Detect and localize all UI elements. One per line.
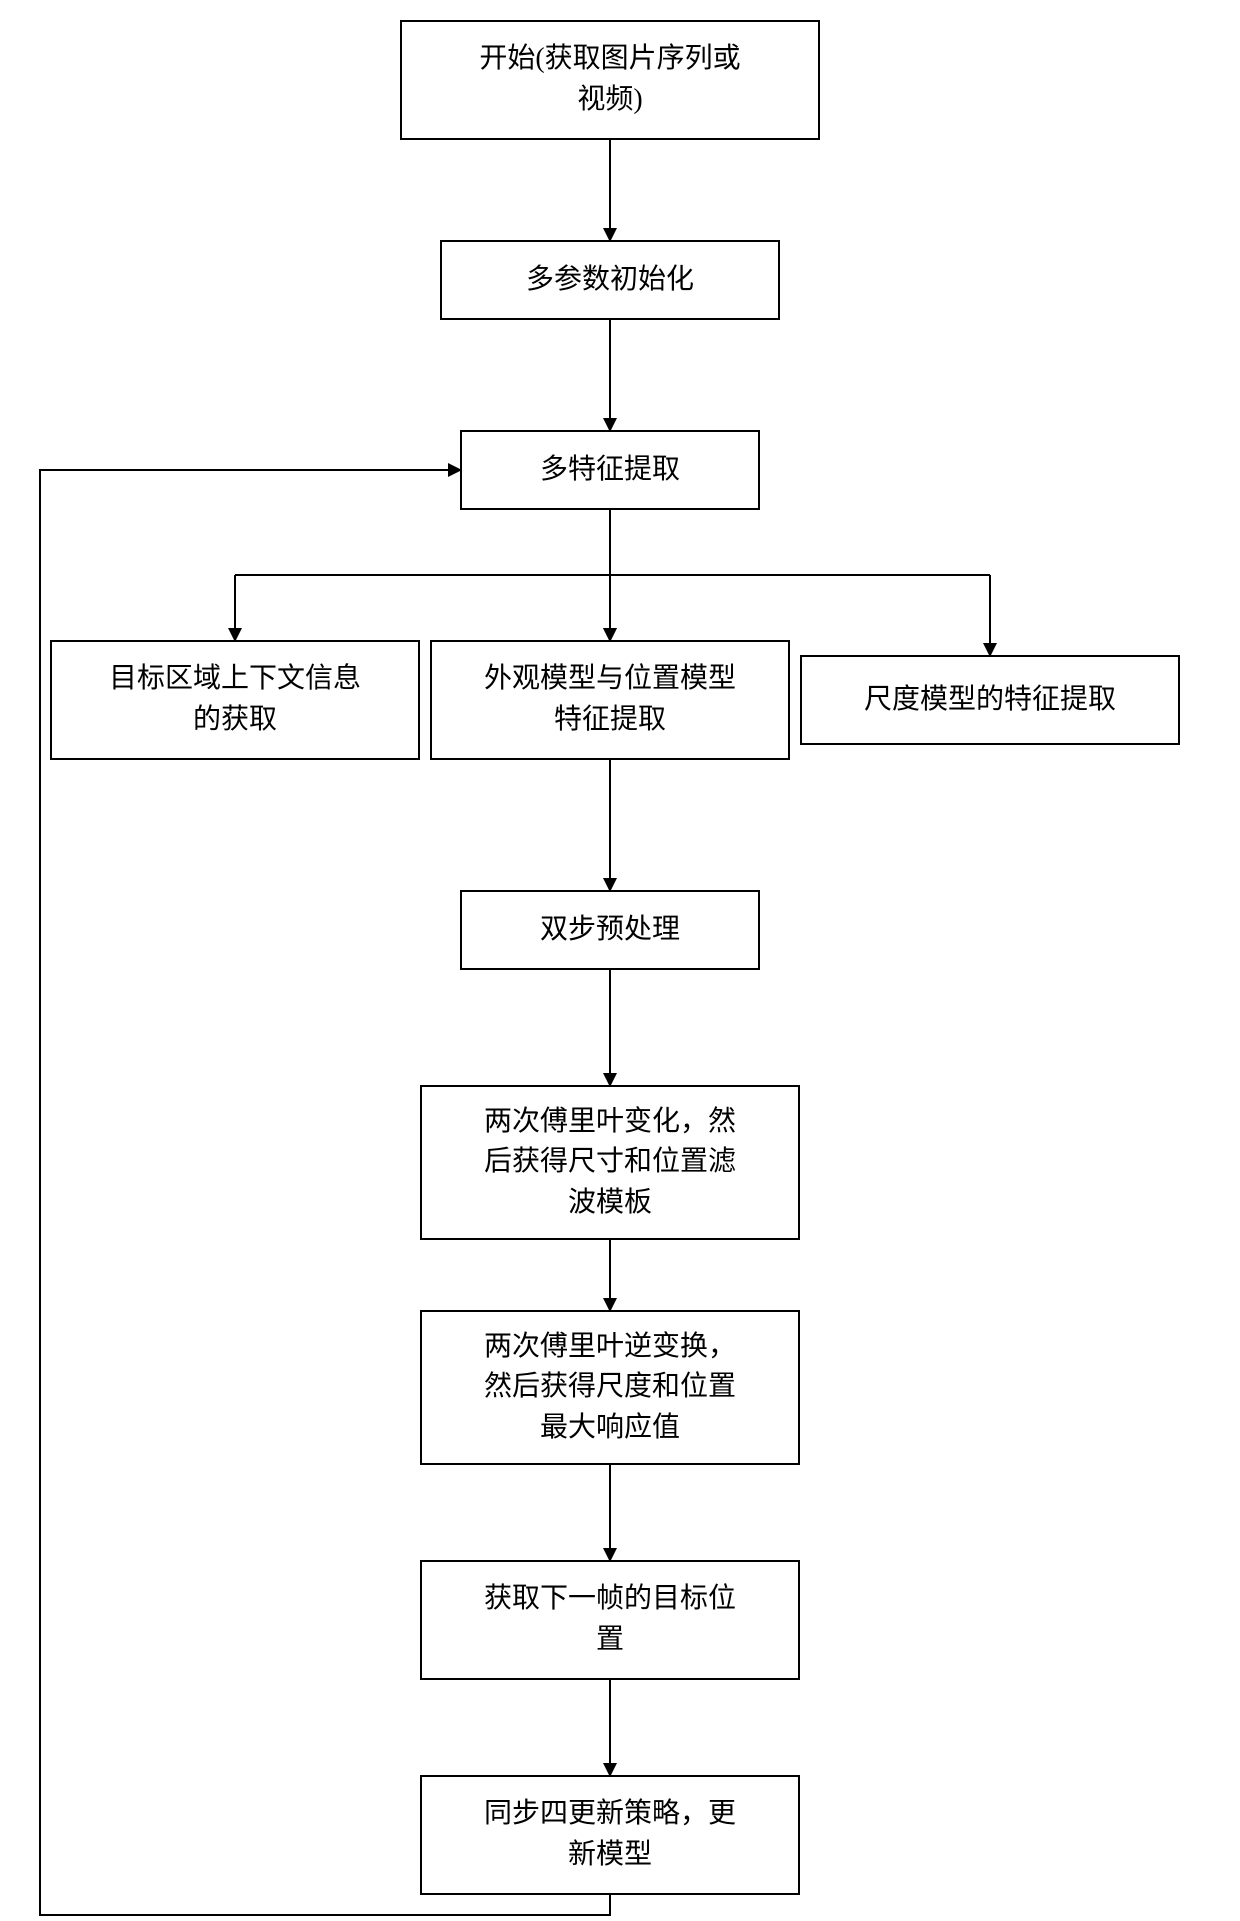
node-app: 外观模型与位置模型 特征提取 — [430, 640, 790, 760]
node-ifft-label: 两次傅里叶逆变换， 然后获得尺度和位置 最大响应值 — [484, 1327, 736, 1449]
node-extract: 多特征提取 — [460, 430, 760, 510]
node-upd: 同步四更新策略，更 新模型 — [420, 1775, 800, 1895]
node-fft-label: 两次傅里叶变化，然 后获得尺寸和位置滤 波模板 — [484, 1102, 736, 1224]
node-extract-label: 多特征提取 — [540, 450, 680, 491]
node-next-label: 获取下一帧的目标位 置 — [484, 1579, 736, 1660]
node-init-label: 多参数初始化 — [526, 260, 694, 301]
node-prep-label: 双步预处理 — [540, 910, 680, 951]
node-init: 多参数初始化 — [440, 240, 780, 320]
node-start-label: 开始(获取图片序列或 视频) — [479, 39, 740, 120]
node-ifft: 两次傅里叶逆变换， 然后获得尺度和位置 最大响应值 — [420, 1310, 800, 1465]
node-ctx-label: 目标区域上下文信息 的获取 — [109, 659, 361, 740]
node-prep: 双步预处理 — [460, 890, 760, 970]
node-upd-label: 同步四更新策略，更 新模型 — [484, 1794, 736, 1875]
node-ctx: 目标区域上下文信息 的获取 — [50, 640, 420, 760]
node-scale-label: 尺度模型的特征提取 — [864, 680, 1116, 721]
node-fft: 两次傅里叶变化，然 后获得尺寸和位置滤 波模板 — [420, 1085, 800, 1240]
node-app-label: 外观模型与位置模型 特征提取 — [484, 659, 736, 740]
node-start: 开始(获取图片序列或 视频) — [400, 20, 820, 140]
node-scale: 尺度模型的特征提取 — [800, 655, 1180, 745]
node-next: 获取下一帧的目标位 置 — [420, 1560, 800, 1680]
